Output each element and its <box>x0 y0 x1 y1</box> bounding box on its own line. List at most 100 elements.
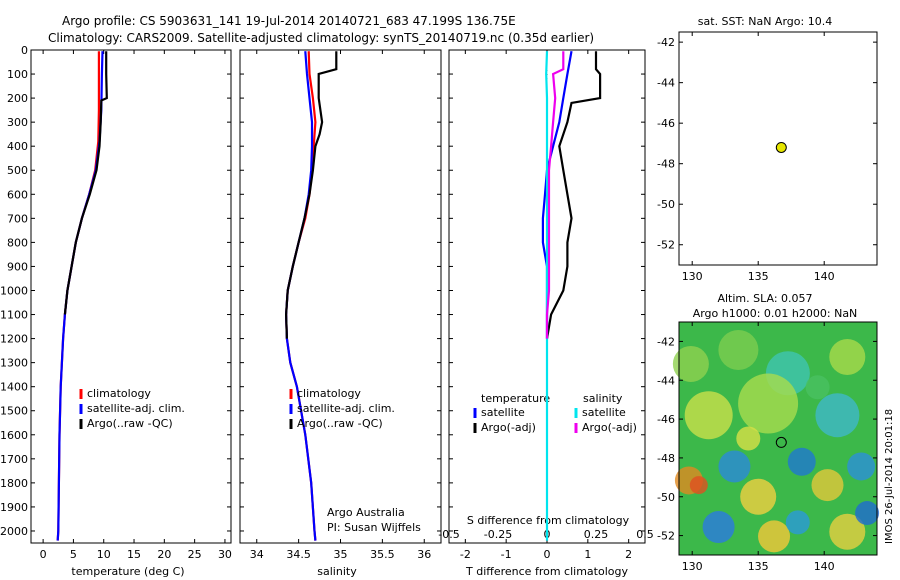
legend-label: climatology <box>87 387 151 400</box>
figure-title-line2: Climatology: CARS2009. Satellite-adjuste… <box>48 31 594 45</box>
x-tick-label: 34 <box>250 548 264 561</box>
legend-label: satellite <box>481 406 525 419</box>
difference-xlabel: T difference from climatology <box>465 565 628 578</box>
series-line-2 <box>63 51 108 315</box>
x-tick-label: 0 <box>40 548 47 561</box>
legend-label: satellite-adj. clim. <box>87 402 185 415</box>
y-tick-label: 300 <box>7 116 28 129</box>
top-tick-label: 0.25 <box>584 528 609 541</box>
x-tick-label: 1 <box>584 548 591 561</box>
heatmap-cell <box>702 511 735 544</box>
heatmap-cell <box>829 513 866 550</box>
legend-label: satellite-adj. clim. <box>297 402 395 415</box>
plot-frame <box>239 49 442 544</box>
salinity-annotation-2: PI: Susan Wijffels <box>327 521 421 534</box>
y-tick-label: -46 <box>657 413 675 426</box>
heatmap-cell <box>847 452 876 481</box>
y-tick-label: 1000 <box>0 284 28 297</box>
y-tick-label: -42 <box>657 36 675 49</box>
y-tick-label: 1200 <box>0 333 28 346</box>
y-tick-label: 700 <box>7 212 28 225</box>
y-tick-label: 0 <box>21 44 28 57</box>
y-tick-label: -44 <box>657 77 675 90</box>
heatmap-cell <box>787 447 816 476</box>
heatmap-cell <box>758 520 791 553</box>
y-tick-label: -42 <box>657 335 675 348</box>
salinity-panel: salinity Argo Australia PI: Susan Wijffe… <box>239 49 442 578</box>
series-line-2 <box>545 51 549 541</box>
sla-map-title-1: Altim. SLA: 0.057 <box>717 292 812 305</box>
argo-position-marker <box>775 141 787 153</box>
x-tick-label: 35 <box>334 548 348 561</box>
legend-label: Argo(..raw -QC) <box>87 417 173 430</box>
x-tick-label: 30 <box>218 548 232 561</box>
temperature-panel: temperature (deg C) 0 5 10 15 20 25 3001002003… <box>0 44 232 578</box>
y-tick-label: -50 <box>657 198 675 211</box>
map-frame <box>678 31 878 266</box>
y-tick-label: -52 <box>657 239 675 252</box>
y-tick-label: 600 <box>7 188 28 201</box>
y-tick-label: 1400 <box>0 381 28 394</box>
sst-map-panel: sat. SST: NaN Argo: 10.4 130 135 140 -42 -44… <box>657 15 878 283</box>
sla-map-side-label: IMOS 26-Jul-2014 20:01:18 <box>884 409 895 544</box>
salinity-xlabel: salinity <box>317 565 357 578</box>
series-line-2 <box>284 51 338 339</box>
legend-label: Argo(-adj) <box>582 421 637 434</box>
y-tick-label: 900 <box>7 260 28 273</box>
x-tick-label: 135 <box>748 270 769 283</box>
y-tick-label: -46 <box>657 117 675 130</box>
y-tick-label: -52 <box>657 530 675 543</box>
x-tick-label: 34.5 <box>286 548 311 561</box>
sla-map-panel: Altim. SLA: 0.057 Argo h1000: 0.01 h2000… <box>657 292 895 573</box>
series-line-3 <box>545 51 565 339</box>
x-tick-label: 140 <box>814 270 835 283</box>
y-tick-label: 1100 <box>0 309 28 322</box>
x-tick-label: 10 <box>97 548 111 561</box>
x-tick-label: -2 <box>460 548 471 561</box>
legend-label: Argo(-adj) <box>481 421 536 434</box>
x-tick-label: 25 <box>188 548 202 561</box>
difference-top-xlabel: S difference from climatology <box>467 514 630 527</box>
y-tick-label: 1600 <box>0 429 28 442</box>
heatmap-cell <box>785 510 810 535</box>
y-tick-label: -50 <box>657 491 675 504</box>
heatmap-cell <box>740 478 777 515</box>
heatmap-cell <box>718 450 751 483</box>
heatmap-cell <box>736 426 761 451</box>
y-tick-label: 200 <box>7 92 28 105</box>
legend-label: climatology <box>297 387 361 400</box>
x-tick-label: 130 <box>682 560 703 573</box>
x-tick-label: 2 <box>625 548 632 561</box>
heatmap-cell <box>829 338 866 375</box>
x-tick-label: 35.5 <box>370 548 395 561</box>
x-tick-label: 130 <box>682 270 703 283</box>
sla-map-title-2: Argo h1000: 0.01 h2000: NaN <box>693 307 858 320</box>
series-line-1 <box>284 51 317 541</box>
y-tick-label: 2000 <box>0 525 28 538</box>
heatmap-cell <box>684 391 733 440</box>
y-tick-label: -48 <box>657 158 675 171</box>
y-tick-label: 800 <box>7 236 28 249</box>
heatmap-cell <box>718 329 759 370</box>
top-tick-label: -0.5 <box>438 528 459 541</box>
figure-title-line1: Argo profile: CS 5903631_141 19-Jul-2014… <box>62 14 516 28</box>
x-tick-label: 140 <box>814 560 835 573</box>
y-tick-label: -44 <box>657 374 675 387</box>
y-tick-label: 1500 <box>0 405 28 418</box>
heatmap-cell <box>805 375 830 400</box>
salinity-annotation-1: Argo Australia <box>327 506 405 519</box>
heatmap-cell <box>738 373 799 434</box>
heatmap-cell <box>815 393 860 438</box>
y-tick-label: 400 <box>7 140 28 153</box>
y-tick-label: -48 <box>657 452 675 465</box>
x-tick-label: 15 <box>127 548 141 561</box>
x-tick-label: -1 <box>501 548 512 561</box>
y-tick-label: 1900 <box>0 501 28 514</box>
sst-map-title: sat. SST: NaN Argo: 10.4 <box>698 15 832 28</box>
top-tick-label: -0.25 <box>484 528 512 541</box>
series-line-1 <box>56 51 104 541</box>
heatmap-cell <box>672 345 709 382</box>
x-tick-label: 135 <box>748 560 769 573</box>
heatmap-cell <box>811 469 844 502</box>
